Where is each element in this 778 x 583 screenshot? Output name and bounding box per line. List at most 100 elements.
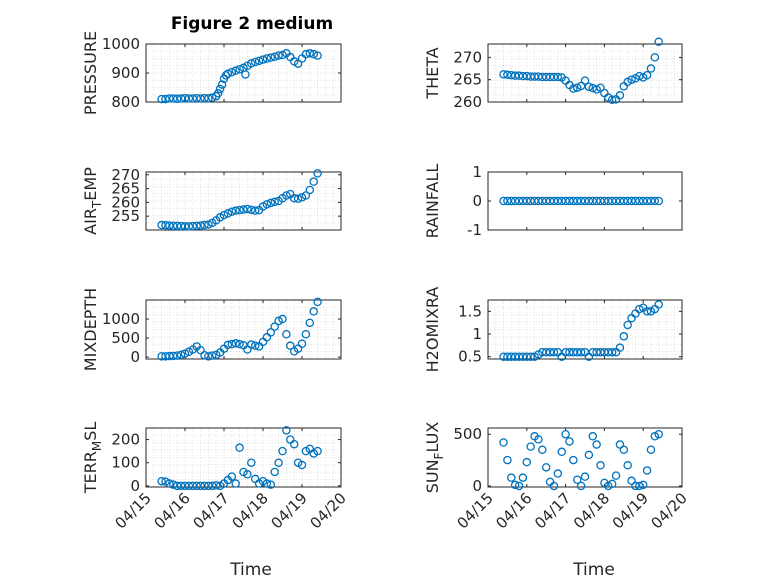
data-point: [293, 194, 303, 204]
data-point: [313, 169, 322, 178]
y-axis-label: TERRMSL: [81, 422, 104, 495]
panel-2: 260 265 270 THETA: [423, 37, 683, 111]
data-point: [258, 55, 268, 64]
data-point: [227, 67, 237, 77]
data-point: [223, 69, 233, 78]
data-point: [286, 341, 295, 350]
y-tick-label: 265: [453, 71, 482, 89]
data-point: [569, 455, 578, 465]
data-point: [270, 197, 279, 207]
data-point: [619, 445, 629, 454]
data-point: [282, 191, 291, 200]
data-point: [266, 328, 276, 337]
x-tick-label: 04/18: [570, 489, 613, 532]
y-axis-label: AIRTEMP: [81, 167, 104, 235]
data-point: [278, 446, 287, 456]
data-point: [289, 193, 299, 203]
data-point: [635, 481, 644, 491]
y-tick-label: 260: [111, 193, 140, 211]
data-point: [213, 89, 223, 98]
data-point: [584, 450, 594, 460]
data-point: [309, 177, 318, 186]
x-tick-label: 04/16: [151, 489, 194, 532]
data-point: [596, 83, 605, 92]
y-axis-label: THETA: [423, 47, 442, 99]
y-tick-label: 200: [111, 431, 140, 449]
data-point: [619, 332, 629, 341]
data-point: [217, 80, 227, 89]
data-point: [534, 435, 543, 444]
data-point: [580, 472, 590, 481]
y-tick-label: 0.5: [458, 348, 482, 366]
data-point: [282, 426, 291, 435]
y-tick-label: 270: [453, 48, 482, 66]
data-point: [592, 440, 601, 449]
data-point: [654, 300, 663, 309]
y-axis-label: H2OMIXRA: [423, 287, 442, 373]
data-point: [526, 352, 535, 361]
y-tick-label: -1: [467, 221, 482, 239]
data-point: [204, 93, 213, 103]
data-point: [588, 432, 598, 441]
data-point: [235, 443, 244, 452]
data-point: [176, 350, 186, 360]
y-tick-label: 0: [472, 477, 482, 495]
data-point: [615, 91, 625, 100]
data-point: [596, 461, 605, 470]
x-tick-label: 04/19: [268, 489, 311, 532]
data-point: [541, 463, 551, 472]
data-point: [572, 475, 582, 485]
data-point: [507, 473, 516, 482]
data-point: [211, 481, 221, 490]
axes-box: [145, 171, 342, 231]
data-point: [615, 343, 625, 352]
data-point: [607, 347, 617, 357]
data-point: [215, 84, 225, 94]
data-point: [270, 322, 279, 331]
data-point: [231, 479, 240, 488]
data-point: [607, 479, 617, 489]
data-point: [642, 70, 652, 80]
data-point: [266, 53, 276, 62]
data-point: [627, 75, 636, 84]
axes-box: [145, 299, 342, 360]
y-tick-label: 100: [111, 454, 140, 472]
data-point: [576, 81, 586, 91]
y-tick-label: 255: [111, 207, 140, 225]
data-point: [297, 339, 307, 349]
data-point: [208, 351, 217, 360]
data-point: [561, 429, 570, 439]
x-tick-label: 04/15: [112, 489, 155, 532]
y-axis-label: SUNFLUX: [423, 422, 446, 494]
data-point: [250, 57, 260, 67]
data-point: [247, 59, 256, 68]
data-point: [503, 70, 512, 80]
x-tick-label: 04/20: [307, 489, 350, 532]
data-point: [278, 50, 287, 60]
data-point: [165, 479, 174, 488]
data-point: [309, 49, 318, 59]
y-axis-label: MIXDEPTH: [81, 288, 100, 371]
data-point: [208, 93, 217, 102]
data-point: [313, 51, 322, 60]
data-point: [572, 83, 582, 92]
data-point: [514, 481, 524, 491]
data-point: [243, 470, 252, 479]
data-point: [623, 461, 632, 470]
data-point: [611, 471, 621, 480]
data-point: [305, 49, 315, 58]
y-tick-label: 0: [130, 477, 140, 495]
y-tick-label: 270: [111, 166, 140, 184]
data-point: [654, 37, 663, 47]
data-point: [592, 85, 601, 94]
data-point: [576, 347, 586, 357]
data-point: [200, 220, 209, 230]
data-point: [161, 477, 170, 486]
data-point: [192, 221, 201, 231]
data-point: [266, 480, 276, 489]
data-point: [557, 447, 566, 457]
data-point: [227, 472, 237, 481]
y-tick-label: 500: [111, 329, 140, 347]
